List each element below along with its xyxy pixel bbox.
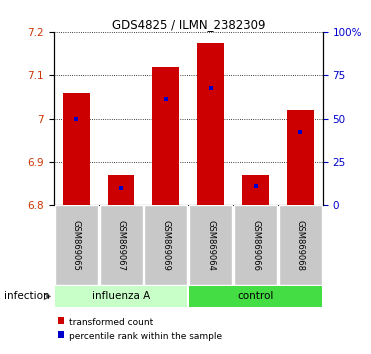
Title: GDS4825 / ILMN_2382309: GDS4825 / ILMN_2382309 [112, 18, 265, 31]
Bar [279, 205, 322, 285]
Text: percentile rank within the sample: percentile rank within the sample [69, 332, 222, 341]
Bar [189, 205, 232, 285]
Bar [63, 93, 90, 205]
Text: GSM869066: GSM869066 [251, 219, 260, 271]
Bar [189, 286, 322, 307]
Text: control: control [237, 291, 274, 302]
Bar [152, 67, 179, 205]
Bar [234, 205, 277, 285]
Text: GSM869069: GSM869069 [161, 220, 170, 270]
Bar [99, 205, 142, 285]
Text: influenza A: influenza A [92, 291, 150, 302]
Text: GSM869065: GSM869065 [72, 220, 81, 270]
Text: GSM869064: GSM869064 [206, 220, 215, 270]
Text: infection: infection [4, 291, 50, 302]
Bar [242, 175, 269, 205]
Text: GSM869068: GSM869068 [296, 219, 305, 271]
Text: transformed count: transformed count [69, 318, 153, 327]
Bar [197, 43, 224, 205]
Bar [144, 205, 187, 285]
Text: GSM869067: GSM869067 [116, 219, 125, 271]
Bar [287, 110, 314, 205]
Bar [55, 205, 98, 285]
Bar [108, 175, 134, 205]
Bar [55, 286, 187, 307]
